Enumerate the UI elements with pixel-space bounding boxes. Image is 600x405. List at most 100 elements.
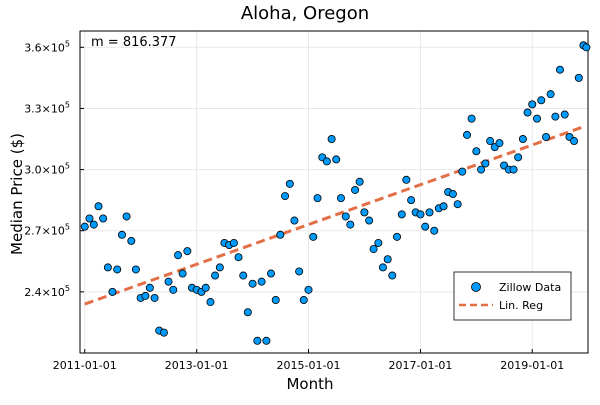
data-point <box>271 296 280 305</box>
data-point <box>266 269 275 278</box>
data-point <box>537 96 546 105</box>
x-axis: 2011-01-01 2013-01-01 2015-01-01 2017-01-01… <box>53 349 564 372</box>
data-point <box>472 147 481 156</box>
data-point <box>99 214 108 223</box>
x-tick-label: 2017-01-01 <box>388 359 452 372</box>
data-point <box>495 139 504 148</box>
data-point <box>299 296 308 305</box>
data-point <box>574 73 583 82</box>
data-point <box>313 194 322 203</box>
legend-label-scatter: Zillow Data <box>499 281 561 294</box>
data-point <box>486 137 495 146</box>
data-point <box>453 200 462 209</box>
data-point <box>341 212 350 221</box>
data-point <box>276 230 285 239</box>
data-point <box>295 267 304 276</box>
data-point <box>346 220 355 229</box>
data-point <box>551 112 560 121</box>
data-point <box>327 135 336 144</box>
data-point <box>108 287 117 296</box>
slope-annotation: m = 816.377 <box>91 35 177 50</box>
regression-line <box>84 125 584 306</box>
data-point <box>523 108 532 117</box>
scatter-points-layer <box>80 41 591 345</box>
data-point <box>582 43 591 52</box>
data-point <box>159 328 168 337</box>
data-point <box>570 137 579 146</box>
data-point <box>243 308 252 317</box>
data-point <box>127 236 136 245</box>
data-point <box>518 135 527 144</box>
data-point <box>355 177 364 186</box>
data-point <box>388 271 397 280</box>
data-point <box>332 155 341 164</box>
data-point <box>304 285 313 294</box>
data-point <box>141 291 150 300</box>
legend: Zillow Data Lin. Reg <box>453 271 572 321</box>
data-point <box>463 130 472 139</box>
data-point <box>89 220 98 229</box>
data-point <box>281 192 290 201</box>
data-point <box>117 230 126 239</box>
data-point <box>336 194 345 203</box>
data-point <box>514 153 523 162</box>
data-point <box>131 265 140 274</box>
data-point <box>378 263 387 272</box>
data-point <box>234 253 243 262</box>
data-point <box>239 271 248 280</box>
data-point <box>416 210 425 219</box>
chart-title: Aloha, Oregon <box>241 3 369 24</box>
data-point <box>425 208 434 217</box>
data-point <box>477 165 486 174</box>
data-point <box>215 263 224 272</box>
data-point <box>397 210 406 219</box>
data-point <box>248 279 257 288</box>
data-point <box>285 179 294 188</box>
data-point <box>374 238 383 247</box>
regression-line-layer <box>84 125 584 306</box>
data-point <box>103 263 112 272</box>
data-point <box>229 238 238 247</box>
data-point <box>467 114 476 123</box>
data-point <box>206 298 215 307</box>
data-point <box>174 251 183 260</box>
x-tick-label: 2019-01-01 <box>500 359 564 372</box>
plot-frame <box>79 30 589 354</box>
y-tick-label: 2.4×105 <box>24 284 70 299</box>
data-point <box>164 277 173 286</box>
data-point <box>351 185 360 194</box>
data-point <box>383 255 392 264</box>
data-point <box>94 202 103 211</box>
data-point <box>178 269 187 278</box>
data-point <box>458 167 467 176</box>
data-point <box>481 159 490 168</box>
data-point <box>402 175 411 184</box>
data-point <box>360 208 369 217</box>
x-tick-label: 2013-01-01 <box>165 359 229 372</box>
data-point <box>509 165 518 174</box>
data-point <box>169 285 178 294</box>
legend-label-line: Lin. Reg <box>499 299 543 312</box>
data-point <box>201 283 210 292</box>
legend-box <box>453 271 572 321</box>
y-tick-label: 3.6×105 <box>24 39 70 54</box>
data-point <box>80 222 89 231</box>
x-axis-label: Month <box>286 375 333 393</box>
data-point <box>257 277 266 286</box>
data-point <box>85 214 94 223</box>
data-point <box>542 132 551 141</box>
data-point <box>309 232 318 241</box>
data-point <box>430 226 439 235</box>
grid <box>80 31 588 353</box>
y-tick-label: 2.7×105 <box>24 223 70 238</box>
x-tick-label: 2011-01-01 <box>53 359 117 372</box>
data-point <box>448 190 457 199</box>
y-tick-label: 3.0×105 <box>24 162 70 177</box>
data-point <box>211 271 220 280</box>
x-tick-label: 2015-01-01 <box>277 359 341 372</box>
data-point <box>122 212 131 221</box>
legend-marker-scatter <box>471 282 481 292</box>
data-point <box>439 202 448 211</box>
